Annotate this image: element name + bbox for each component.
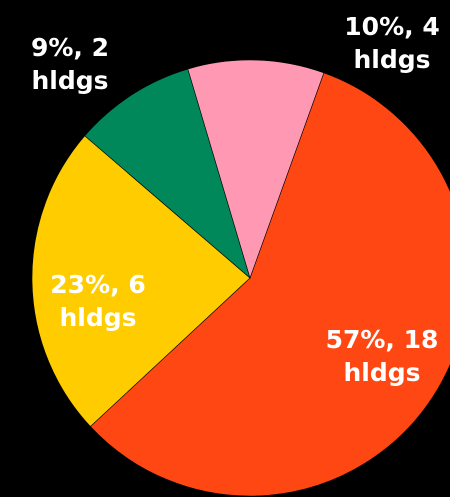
pie-slice-1 <box>89 72 450 497</box>
pie-slices <box>31 59 450 497</box>
slice-label-4: 10%, 4 hldgs <box>344 12 439 74</box>
pie-slice-2 <box>31 135 251 427</box>
pie-slice-4 <box>187 59 325 279</box>
slice-label-2: 23%, 6 hldgs <box>50 270 145 332</box>
pie-slice-3 <box>84 68 251 279</box>
slice-label-3: 9%, 2 hldgs <box>31 33 109 95</box>
slice-label-1: 57%, 18 hldgs <box>326 325 439 387</box>
